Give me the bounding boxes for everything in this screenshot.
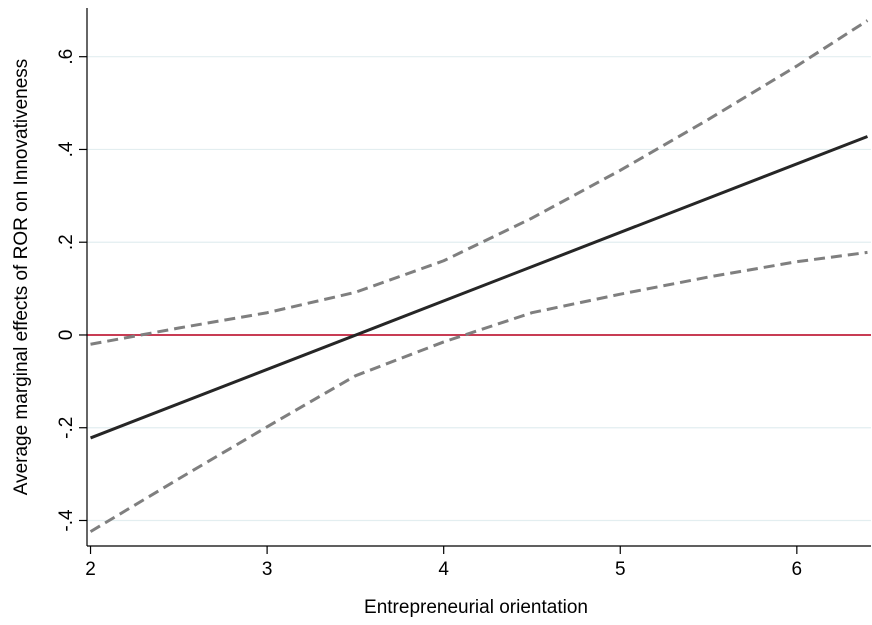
y-tick-label-3: .2 [56, 234, 77, 250]
y-tick-label-0: -.4 [56, 509, 77, 532]
y-tick-label-5: .6 [56, 49, 77, 65]
tick-layer: 2 3 4 5 6 -.4 -.2 0 .2 .4 .6 [56, 49, 802, 580]
upper-ci-line [90, 19, 869, 346]
estimate-line [89, 135, 869, 440]
x-tick-label-0: 2 [85, 559, 96, 580]
x-tick-label-1: 3 [262, 559, 273, 580]
series-layer [89, 19, 869, 533]
grid-layer [87, 56, 871, 522]
y-tick-label-1: -.2 [56, 417, 77, 439]
x-tick-label-2: 4 [438, 559, 449, 580]
x-tick-label-4: 6 [792, 559, 803, 580]
axis-layer [86, 8, 871, 547]
y-tick-label-2: 0 [56, 330, 77, 341]
y-tick-label-4: .4 [56, 141, 77, 157]
x-axis-title: Entrepreneurial orientation [364, 597, 588, 618]
y-axis-title: Average marginal effects of ROR on Innov… [11, 59, 32, 496]
lower-ci-line [89, 250, 868, 533]
x-tick-label-3: 5 [615, 559, 626, 580]
